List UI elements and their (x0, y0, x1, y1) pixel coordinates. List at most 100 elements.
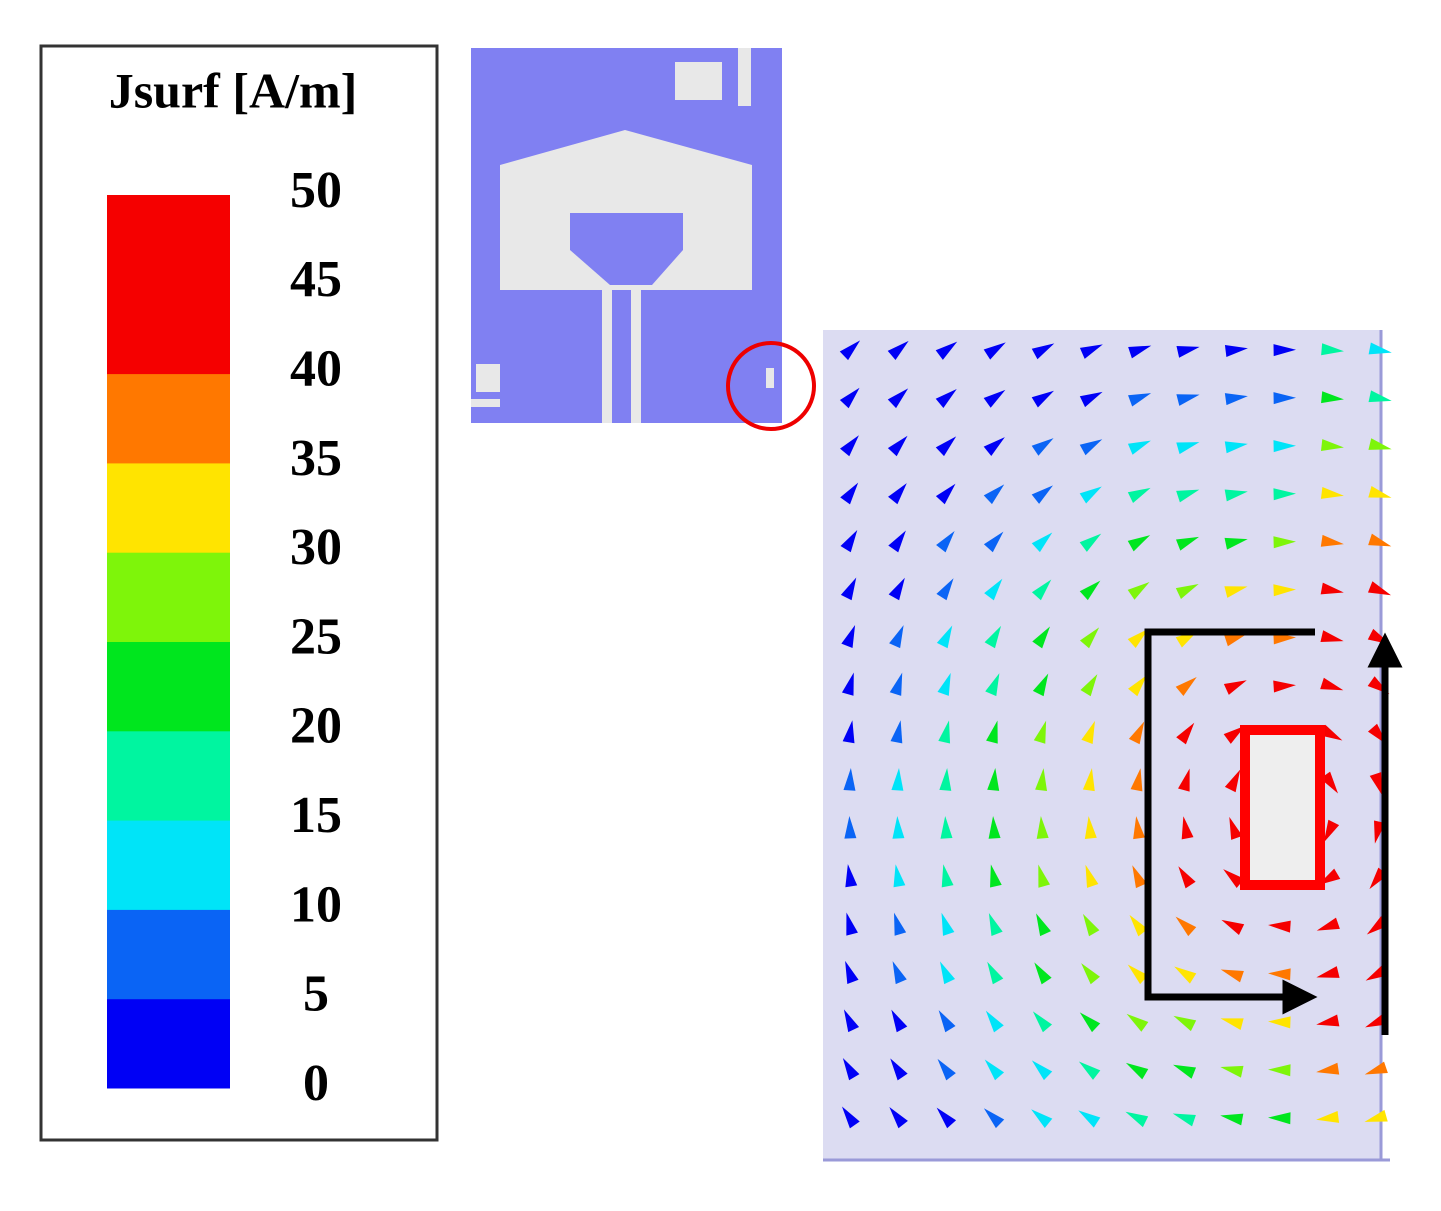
legend-frame (39, 44, 439, 1142)
vector-arrow (1132, 865, 1147, 889)
vector-arrow (1223, 725, 1246, 744)
tick-label: 10 (290, 876, 342, 933)
vector-arrow (1078, 1110, 1101, 1128)
vector-arrow (1268, 920, 1291, 933)
vector-arrow (839, 340, 861, 361)
vector-field (839, 340, 1392, 1129)
slot (1240, 725, 1325, 890)
color-bar: 0 5 10 15 20 25 30 35 40 45 50 (107, 162, 342, 1112)
feed-gap (631, 285, 641, 423)
vector-arrow (1224, 633, 1248, 647)
vector-arrow (1368, 342, 1392, 355)
vector-arrow (1036, 913, 1051, 937)
vector-arrow (937, 672, 951, 696)
vector-arrow (1033, 720, 1047, 744)
vector-arrow (1224, 393, 1248, 406)
vector-arrow (1176, 394, 1200, 406)
vector-arrow (1127, 535, 1151, 552)
vector-arrow (1176, 442, 1200, 455)
vector-arrow (1128, 675, 1147, 697)
vector-arrow (844, 816, 857, 839)
vector-arrow (935, 436, 957, 457)
vector-arrow (1223, 869, 1245, 888)
vector-arrow (888, 530, 906, 553)
highlight-circle (726, 341, 816, 431)
vector-arrow (985, 1010, 1004, 1033)
vector-arrow (983, 342, 1006, 360)
vector-arrow (887, 435, 908, 457)
vector-arrow (891, 768, 904, 791)
vector-arrow (1229, 816, 1243, 840)
vector-arrow (1080, 674, 1098, 697)
vector-arrow (888, 577, 905, 601)
tick-label: 20 (290, 698, 342, 755)
vector-arrow (984, 1059, 1005, 1081)
vector-arrow (984, 625, 1002, 649)
vector-arrow (1220, 1113, 1244, 1126)
vector-arrow (1036, 816, 1049, 839)
vector-arrow (935, 341, 958, 360)
vector-arrow (1220, 969, 1244, 983)
vector-arrow (1320, 534, 1344, 547)
vector-arrow (887, 388, 909, 409)
vector-arrow (1268, 1016, 1291, 1029)
vector-arrow (936, 530, 955, 553)
vector-arrow (840, 577, 857, 601)
vector-arrow (1127, 582, 1150, 600)
vector-arrow (1316, 1014, 1340, 1027)
patch (471, 399, 500, 407)
vector-arrow (1273, 680, 1296, 693)
vector-arrow (987, 961, 1004, 985)
vector-arrow (1273, 488, 1296, 501)
patch (738, 48, 751, 106)
vector-arrow (938, 720, 951, 744)
vector-arrow (1173, 1064, 1197, 1079)
vector-arrow (1031, 343, 1055, 360)
vector-arrow (839, 387, 860, 409)
vector-arrow (1320, 630, 1344, 642)
vector-arrow (1224, 537, 1248, 550)
vector-arrow (1084, 816, 1097, 839)
current-path (1144, 628, 1318, 1015)
vector-arrow (840, 530, 858, 553)
vector-arrow (1127, 628, 1149, 649)
tick-label: 40 (290, 341, 342, 398)
vector-arrow (1224, 769, 1241, 793)
vector-arrow (1127, 487, 1151, 504)
vector-arrow (1178, 768, 1190, 792)
vector-arrow (937, 1058, 956, 1081)
vector-arrow (1221, 919, 1245, 936)
vector-arrow (1316, 917, 1340, 931)
color-band (107, 284, 230, 375)
tick-label: 45 (290, 251, 342, 308)
vector-arrow (1127, 964, 1149, 985)
vector-arrow (1316, 966, 1340, 978)
vector-arrow (938, 1010, 956, 1033)
vector-arrow (1320, 582, 1344, 595)
legend: Jsurf [A/m] 0 5 10 15 20 25 30 35 40 45 50 (39, 44, 439, 1142)
vector-arrow (845, 864, 858, 888)
vector-arrow (1032, 626, 1050, 649)
vector-arrow (1224, 345, 1248, 357)
vector-arrow (1223, 680, 1247, 695)
vector-arrow (1034, 962, 1052, 985)
vector-arrow (1320, 439, 1344, 452)
vector-arrow (889, 1106, 908, 1129)
vector-arrow (1031, 438, 1054, 456)
vector-arrow (890, 720, 903, 744)
vector-arrow (1368, 533, 1392, 547)
legend-title: Jsurf [A/m] (109, 62, 358, 118)
vector-arrow (936, 1107, 957, 1129)
color-band (107, 820, 230, 910)
vector-arrow (1175, 677, 1197, 696)
vector-arrow (888, 483, 907, 505)
vector-arrow (1320, 677, 1344, 691)
vector-arrow (1268, 1112, 1291, 1125)
vector-arrow (1368, 438, 1392, 450)
vector-arrow (1175, 584, 1199, 600)
vector-arrow (983, 437, 1005, 456)
vector-arrow (936, 625, 953, 649)
vector-arrow (1176, 346, 1200, 358)
vector-arrow (1079, 486, 1102, 504)
vector-arrow (1220, 1065, 1244, 1078)
